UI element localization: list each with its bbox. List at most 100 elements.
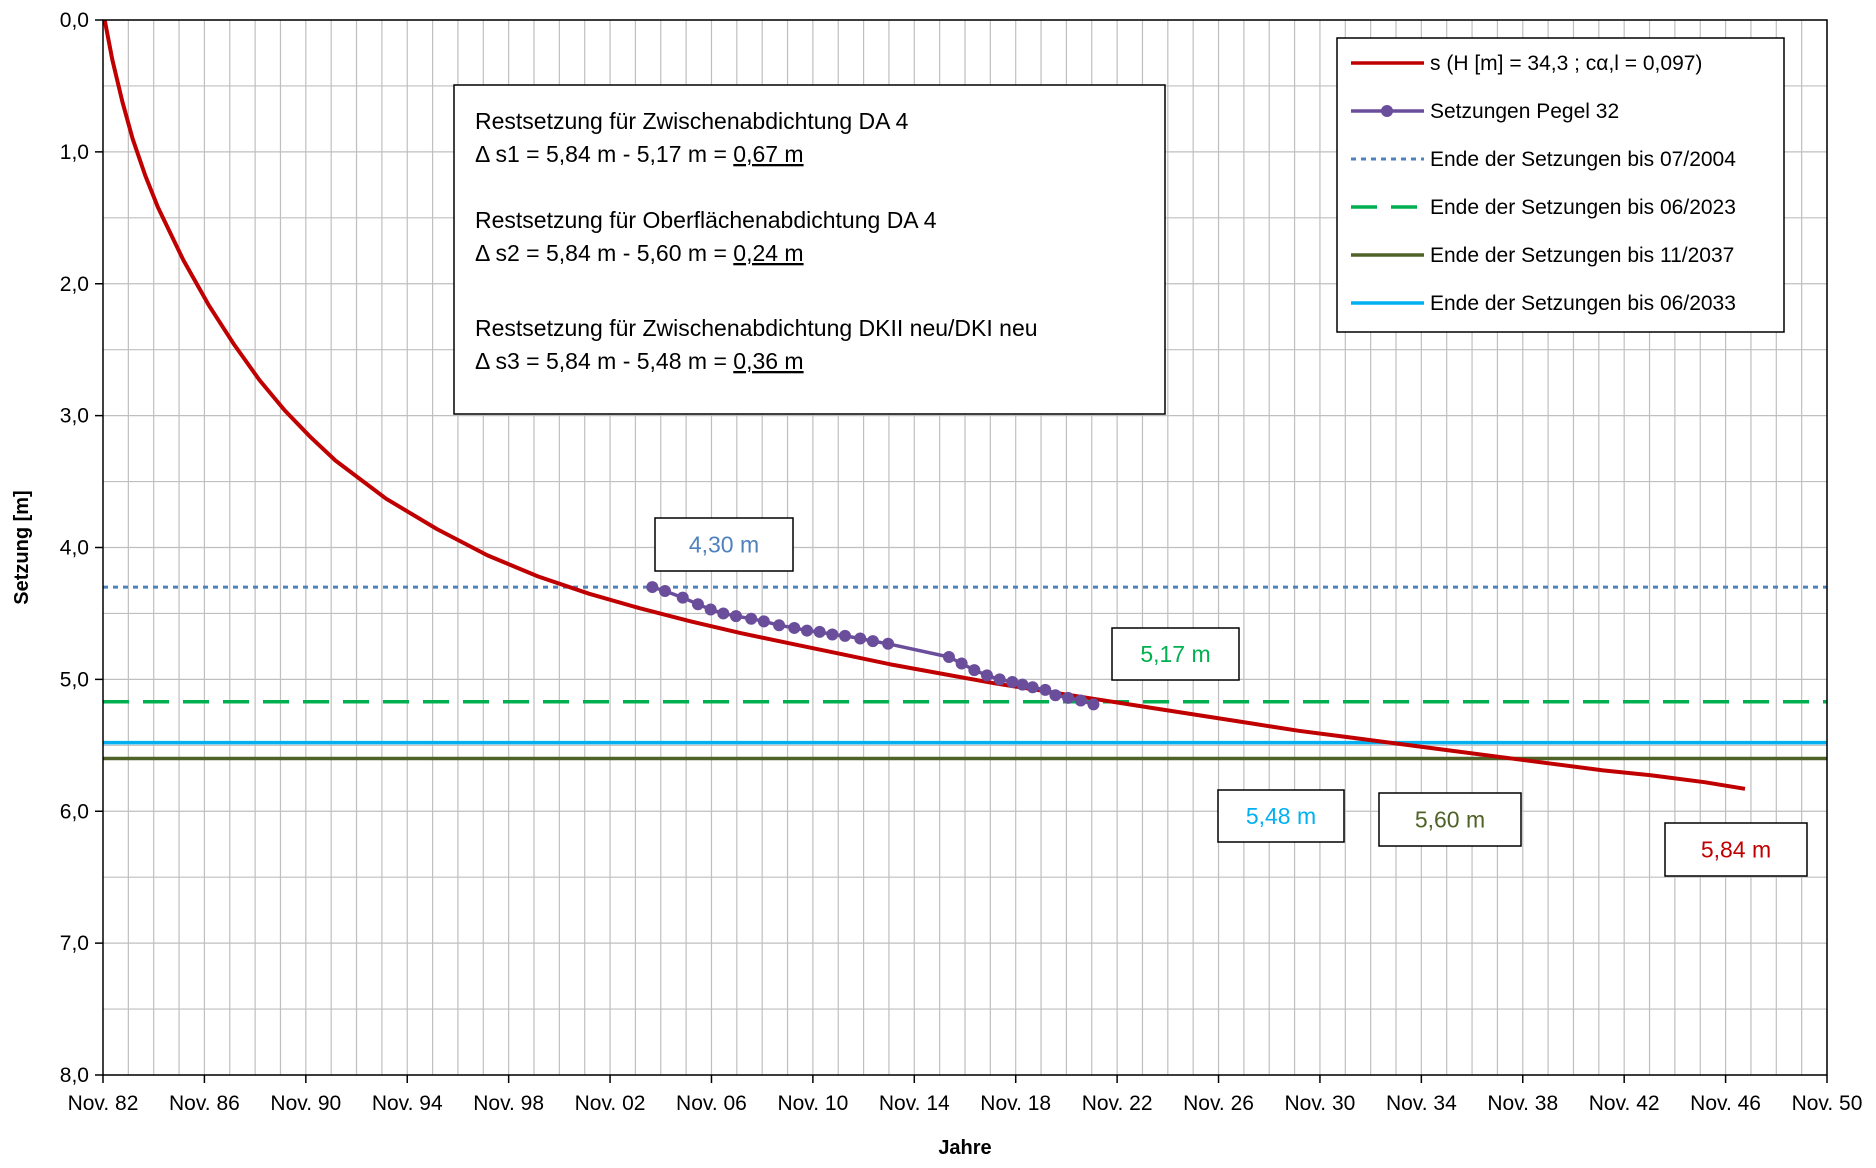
x-tick-labels: Nov. 82 Nov. 86 Nov. 90 Nov. 94 Nov. 98 Nov. …: [68, 1075, 1863, 1115]
y-tick-labels: 0,0 1,0 2,0 3,0 4,0 5,0 6,0 7,0 8,0: [60, 9, 103, 1087]
legend-marker: [1381, 105, 1393, 117]
series-marker: [717, 607, 730, 620]
series-group: [102, 19, 1746, 791]
series-marker: [646, 581, 659, 594]
x-tick-label: Nov. 22: [1082, 1092, 1153, 1115]
series-marker: [691, 598, 704, 611]
series-line: [102, 19, 1746, 791]
series-marker: [1006, 676, 1019, 689]
annotation-frame: [453, 84, 1166, 415]
horizontal-reference-lines: [103, 585, 1827, 761]
legend-frame: [1336, 37, 1785, 333]
y-tick-label: 8,0: [60, 1064, 89, 1087]
annotation-line: Restsetzung für Zwischenabdichtung DA 4: [475, 108, 909, 134]
y-axis-title: Setzung [m]: [11, 490, 33, 604]
series-marker: [1062, 691, 1075, 704]
x-tick-label: Nov. 82: [68, 1092, 139, 1115]
annotation-line: Δ s2 = 5,84 m - 5,60 m = 0,24 m: [475, 240, 804, 266]
x-tick-label: Nov. 30: [1285, 1092, 1356, 1115]
x-tick-label: Nov. 90: [270, 1092, 341, 1115]
legend-entry: Ende der Setzungen bis 06/2033: [1430, 292, 1736, 315]
annotation-line: Restsetzung für Oberflächenabdichtung DA…: [475, 207, 937, 233]
value-label-box: [1664, 822, 1808, 877]
legend-entry: Ende der Setzungen bis 07/2004: [1430, 148, 1736, 171]
annotation-line: Δ s3 = 5,84 m - 5,48 m = 0,36 m: [475, 348, 804, 374]
series-marker: [1016, 678, 1029, 691]
y-tick-label: 6,0: [60, 800, 89, 823]
series-marker: [882, 637, 895, 650]
y-tick-label: 7,0: [60, 932, 89, 955]
series-marker: [729, 610, 742, 623]
series-marker: [757, 615, 770, 628]
value-label: 5,84 m: [1701, 837, 1771, 863]
series-marker: [1026, 681, 1039, 694]
y-tick-label: 2,0: [60, 273, 89, 296]
series-marker: [813, 625, 826, 638]
y-tick-label: 5,0: [60, 668, 89, 691]
annotation-text: Restsetzung für Zwischenabdichtung DKII …: [475, 315, 1038, 341]
x-tick-label: Nov. 38: [1487, 1092, 1558, 1115]
series-marker: [955, 657, 968, 670]
value-label: 5,48 m: [1246, 803, 1316, 829]
annotation-line: Δ s1 = 5,84 m - 5,17 m = 0,67 m: [475, 141, 804, 167]
series-marker: [942, 650, 955, 663]
x-tick-label: Nov. 42: [1589, 1092, 1660, 1115]
x-tick-label: Nov. 10: [777, 1092, 848, 1115]
series-marker: [1087, 698, 1100, 711]
annotation-box: Restsetzung für Zwischenabdichtung DA 4 Δ…: [453, 84, 1166, 415]
value-label: 4,30 m: [689, 532, 759, 558]
value-label: 5,17 m: [1140, 641, 1210, 667]
annotation-text: Δ s2 = 5,84 m - 5,60 m =: [475, 240, 733, 266]
series-marker: [1039, 683, 1052, 696]
annotation-line: Restsetzung für Zwischenabdichtung DKII …: [475, 315, 1038, 341]
legend-entry: s (H [m] = 34,3 ; cα,l = 0,097): [1430, 52, 1702, 75]
legend-entry: Setzungen Pegel 32: [1430, 100, 1619, 123]
x-tick-label: Nov. 46: [1690, 1092, 1761, 1115]
x-tick-label: Nov. 14: [879, 1092, 950, 1115]
x-tick-label: Nov. 26: [1183, 1092, 1254, 1115]
legend-entry: Ende der Setzungen bis 06/2023: [1430, 196, 1736, 219]
series-marker: [993, 673, 1006, 686]
value-label: 5,60 m: [1415, 807, 1485, 833]
series-marker: [658, 585, 671, 598]
legend: s (H [m] = 34,3 ; cα,l = 0,097) Setzungen…: [1336, 37, 1785, 333]
annotation-result: 0,67 m: [733, 141, 803, 167]
x-tick-label: Nov. 86: [169, 1092, 240, 1115]
series-marker: [676, 591, 689, 604]
series-marker: [704, 603, 717, 616]
series-marker: [1074, 694, 1087, 707]
series-marker: [745, 612, 758, 625]
series-marker: [773, 619, 786, 632]
series-marker: [839, 629, 852, 642]
annotation-text: Δ s1 = 5,84 m - 5,17 m =: [475, 141, 733, 167]
y-tick-label: 4,0: [60, 537, 89, 560]
series-marker: [968, 664, 981, 677]
x-tick-label: Nov. 34: [1386, 1092, 1457, 1115]
x-axis-title: Jahre: [938, 1137, 991, 1159]
annotation-text: Δ s3 = 5,84 m - 5,48 m =: [475, 348, 733, 374]
series-marker: [866, 635, 879, 648]
x-tick-label: Nov. 06: [676, 1092, 747, 1115]
annotation-text: Restsetzung für Oberflächenabdichtung DA…: [475, 207, 937, 233]
x-tick-label: Nov. 02: [575, 1092, 646, 1115]
y-tick-label: 1,0: [60, 141, 89, 164]
y-tick-label: 0,0: [60, 9, 89, 32]
series-marker: [788, 621, 801, 634]
x-tick-label: Nov. 94: [372, 1092, 443, 1115]
x-tick-label: Nov. 50: [1792, 1092, 1863, 1115]
annotation-text: Restsetzung für Zwischenabdichtung DA 4: [475, 108, 909, 134]
x-tick-label: Nov. 18: [980, 1092, 1051, 1115]
series-marker: [800, 624, 813, 637]
value-labels: 4,30 m 5,17 m 5,48 m 5,60 m 5,84 m: [654, 517, 1808, 877]
y-tick-label: 3,0: [60, 405, 89, 428]
value-label-box: [654, 517, 794, 572]
series-marker: [854, 632, 867, 645]
value-label-box: [1217, 789, 1345, 843]
series-marker: [826, 628, 839, 641]
series-marker: [1049, 689, 1062, 702]
annotation-result: 0,24 m: [733, 240, 803, 266]
x-tick-label: Nov. 98: [473, 1092, 544, 1115]
annotation-result: 0,36 m: [733, 348, 803, 374]
series-marker: [980, 669, 993, 682]
